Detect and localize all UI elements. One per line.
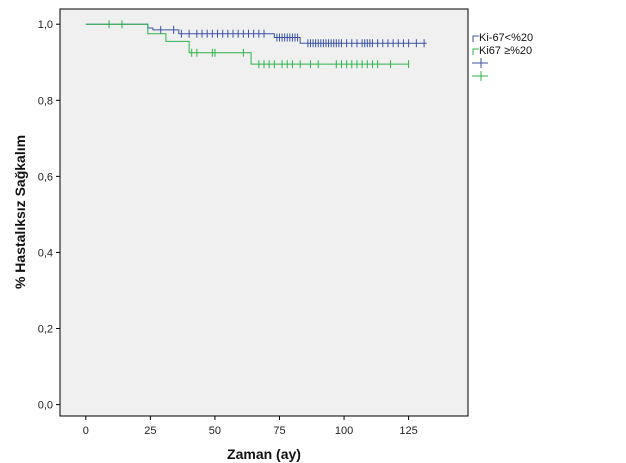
axis-layer: 0,0 0,2 0,4 0,6 0,8 1,0 0 25 50 75 100 125 — [38, 19, 418, 437]
x-tick-label: 0 — [83, 425, 89, 437]
y-tick-label: 0,6 — [38, 171, 53, 183]
x-tick-label: 25 — [144, 425, 156, 437]
y-axis-title: % Hastalıksız Sağkalım — [12, 135, 28, 289]
legend-censor-ki67-high — [472, 71, 488, 81]
series-line-1 — [85, 23, 409, 65]
x-tick-label: 125 — [399, 425, 417, 437]
legend-censor-ki67-low — [472, 58, 488, 68]
y-tick-label: 0,0 — [38, 400, 53, 412]
x-tick-label: 50 — [209, 425, 221, 437]
y-tick-label: 0,8 — [38, 95, 53, 107]
x-tick-label: 75 — [273, 425, 285, 437]
legend: Ki-67<%20 Ki67 ≥%20 — [472, 32, 533, 81]
x-tick-label: 100 — [335, 425, 353, 437]
plot-area — [59, 8, 469, 417]
legend-label-ki67-high: Ki67 ≥%20 — [479, 45, 532, 57]
y-tick-label: 0,4 — [38, 247, 53, 259]
series-layer — [85, 20, 427, 69]
legend-label-ki67-low: Ki-67<%20 — [479, 32, 533, 44]
legend-line-ki67-low — [472, 35, 479, 42]
x-axis-title: Zaman (ay) — [227, 446, 301, 462]
legend-line-ki67-high — [472, 48, 479, 55]
y-tick-label: 0,2 — [38, 324, 53, 336]
y-tick-label: 1,0 — [38, 19, 53, 31]
